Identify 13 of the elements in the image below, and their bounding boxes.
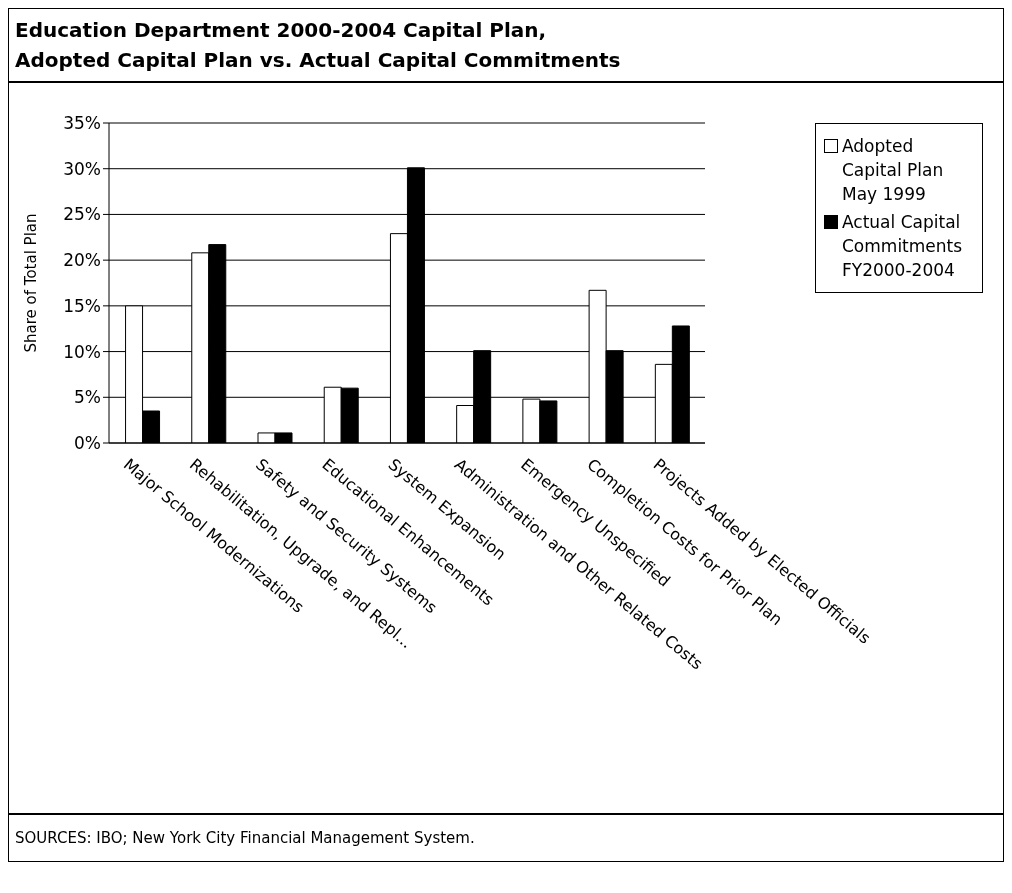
chart-title: Education Department 2000-2004 Capital Plan, Adopted Capital Plan vs. Actual Capital Commitments <box>15 17 622 74</box>
y-axis-title: Share of Total Plan <box>22 213 41 353</box>
source-note: SOURCES: IBO; New York City Financial Management System. <box>15 829 476 847</box>
y-tick-label: 10% <box>63 341 101 362</box>
y-tick-label: 30% <box>63 158 101 179</box>
y-tick-label: 35% <box>63 113 101 134</box>
y-tick-label: 5% <box>74 387 101 408</box>
y-tick-label: 20% <box>63 250 101 271</box>
y-tick-label: 0% <box>74 433 101 454</box>
y-tick-label: 25% <box>63 204 101 225</box>
y-tick-label: 15% <box>63 295 101 316</box>
legend-label: Actual Capital Commitments FY2000-2004 <box>842 211 964 282</box>
legend-label: Adopted Capital Plan May 1999 <box>842 135 945 206</box>
